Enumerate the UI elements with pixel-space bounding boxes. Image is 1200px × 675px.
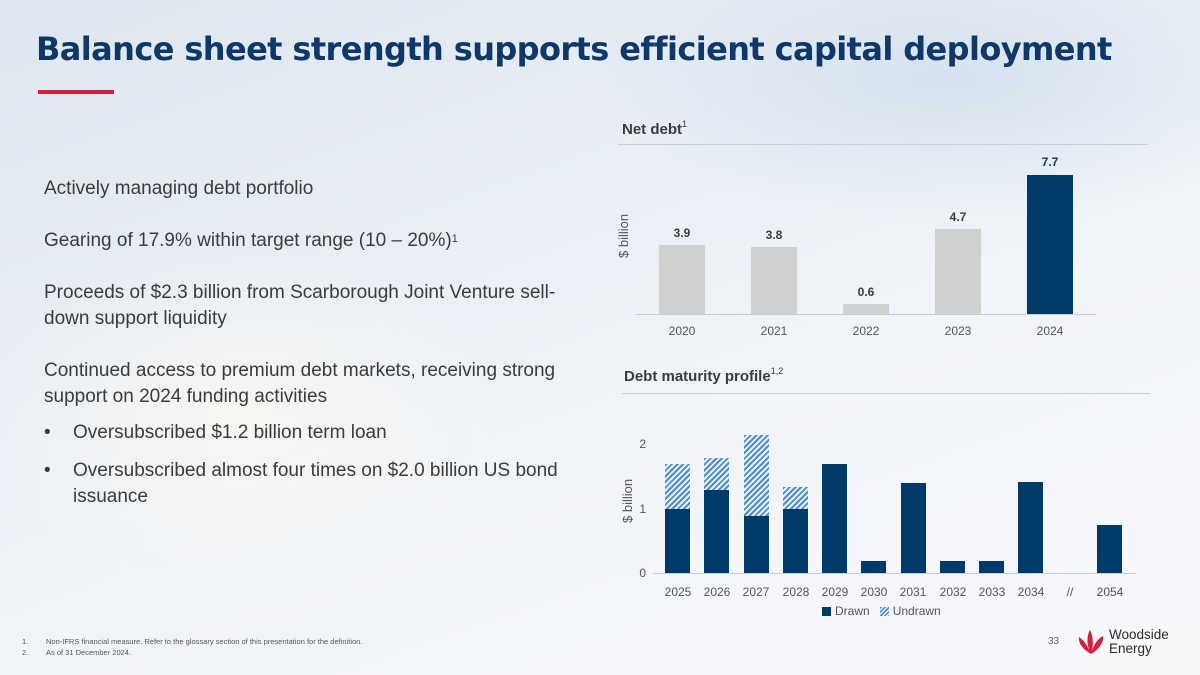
x-tick-2031: 2031 xyxy=(899,585,927,599)
value-label-2021: 3.8 xyxy=(765,228,783,242)
bar-drawn-2027 xyxy=(744,516,769,573)
x-tick-2020: 2020 xyxy=(668,324,696,338)
bar-undrawn-2027 xyxy=(744,435,769,516)
y-tick-2: 2 xyxy=(639,437,646,451)
footnote-1: 1. Non-IFRS financial measure. Refer to t… xyxy=(22,637,363,646)
net-debt-title-rule xyxy=(618,144,1148,145)
page-number: 33 xyxy=(1048,636,1060,647)
maturity-legend: Drawn Undrawn xyxy=(822,604,941,618)
woodside-leaf-icon xyxy=(1078,630,1104,654)
bar-drawn-2034 xyxy=(1018,482,1043,573)
maturity-x-axis xyxy=(653,573,1136,574)
key-points-panel: Actively managing debt portfolio Gearing… xyxy=(44,176,564,522)
bullet-icon: • xyxy=(44,460,51,481)
y-tick-0: 0 xyxy=(639,566,646,580)
drawn-swatch-icon xyxy=(822,607,831,616)
net-debt-x-axis xyxy=(636,314,1096,315)
logo-line-2: Energy xyxy=(1109,641,1152,656)
bar-drawn-2054 xyxy=(1097,525,1122,573)
x-tick-2026: 2026 xyxy=(703,585,731,599)
bar-undrawn-2025 xyxy=(665,464,690,509)
bar-drawn-2033 xyxy=(979,561,1004,573)
logo-line-1: Woodside xyxy=(1109,627,1169,642)
bullet-term-loan: • Oversubscribed $1.2 billion term loan xyxy=(44,420,564,446)
legend-drawn: Drawn xyxy=(822,604,870,618)
bar-2024 xyxy=(1027,175,1073,314)
x-tick-2032: 2032 xyxy=(939,585,967,599)
x-tick-2028: 2028 xyxy=(782,585,810,599)
bar-2023 xyxy=(935,229,981,314)
bullet-bond-issuance: • Oversubscribed almost four times on $2.… xyxy=(44,460,558,507)
bar-drawn-2031 xyxy=(901,483,926,573)
bar-drawn-2026 xyxy=(704,490,729,573)
maturity-title: Debt maturity profile1,2 xyxy=(624,366,784,385)
bar-drawn-2032 xyxy=(940,561,965,573)
maturity-y-axis-label: $ billion xyxy=(620,478,635,523)
x-tick-2029: 2029 xyxy=(821,585,849,599)
point-debt-markets: Continued access to premium debt markets… xyxy=(44,360,556,407)
value-label-2020: 3.9 xyxy=(673,226,691,240)
bar-2022 xyxy=(843,304,889,314)
y-tick-1: 1 xyxy=(639,502,646,516)
legend-undrawn: Undrawn xyxy=(879,604,941,618)
point-gearing: Gearing of 17.9% within target range (10… xyxy=(44,230,458,251)
footnote-ref: 1 xyxy=(451,233,458,245)
net-debt-y-axis-label: $ billion xyxy=(616,213,631,258)
bar-drawn-2029 xyxy=(822,464,847,573)
undrawn-swatch-icon xyxy=(879,607,889,616)
footnotes: 1. Non-IFRS financial measure. Refer to t… xyxy=(22,636,362,658)
bar-undrawn-2028 xyxy=(783,487,808,509)
x-tick-2025: 2025 xyxy=(664,585,692,599)
x-tick-2054: 2054 xyxy=(1096,585,1124,599)
funding-bullets: • Oversubscribed $1.2 billion term loan •… xyxy=(44,420,564,510)
x-tick-2034: 2034 xyxy=(1017,585,1045,599)
bar-drawn-2028 xyxy=(783,509,808,573)
bullet-icon: • xyxy=(44,422,51,443)
footnote-2: 2. As of 31 December 2024. xyxy=(22,648,132,657)
x-tick-2027: 2027 xyxy=(742,585,770,599)
title-accent-rule xyxy=(38,90,114,94)
point-proceeds: Proceeds of $2.3 billion from Scarboroug… xyxy=(44,282,556,329)
bar-drawn-2030 xyxy=(861,561,886,573)
bar-2020 xyxy=(659,245,705,314)
slide-title: Balance sheet strength supports efficien… xyxy=(36,30,1112,68)
bar-drawn-2025 xyxy=(665,509,690,573)
maturity-title-rule xyxy=(622,393,1150,394)
value-label-2022: 0.6 xyxy=(857,285,875,299)
x-tick-2033: 2033 xyxy=(978,585,1006,599)
point-debt-portfolio: Actively managing debt portfolio xyxy=(44,178,314,199)
x-tick-2022: 2022 xyxy=(852,324,880,338)
woodside-logo: Woodside Energy xyxy=(1076,628,1169,656)
bar-undrawn-2026 xyxy=(704,458,729,490)
x-tick-2023: 2023 xyxy=(944,324,972,338)
x-tick-2021: 2021 xyxy=(760,324,788,338)
value-label-2024: 7.7 xyxy=(1041,155,1059,169)
x-tick-2030: 2030 xyxy=(860,585,888,599)
net-debt-title: Net debt1 xyxy=(622,119,688,138)
x-tick-2024: 2024 xyxy=(1036,324,1064,338)
bar-2021 xyxy=(751,247,797,314)
axis-break-marker: // xyxy=(1066,585,1074,599)
value-label-2023: 4.7 xyxy=(949,210,967,224)
